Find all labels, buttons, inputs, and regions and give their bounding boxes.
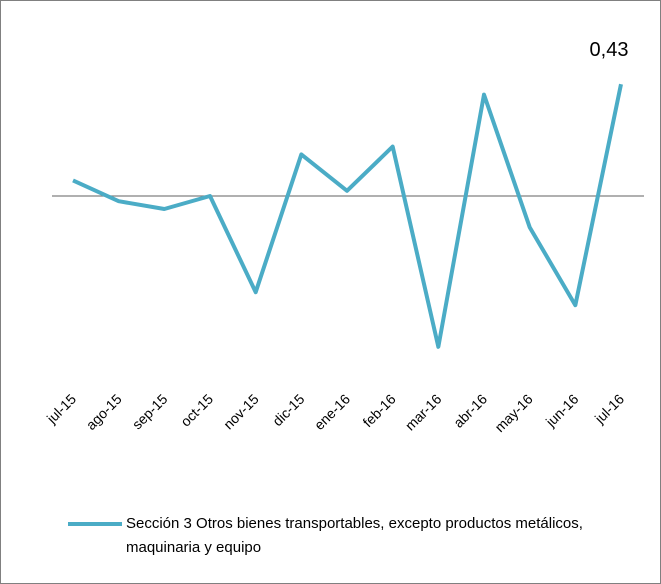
legend-label: Sección 3 Otros bienes transportables, e… — [126, 515, 583, 556]
data-label: 0,43 — [590, 39, 629, 61]
data-line — [72, 83, 623, 349]
